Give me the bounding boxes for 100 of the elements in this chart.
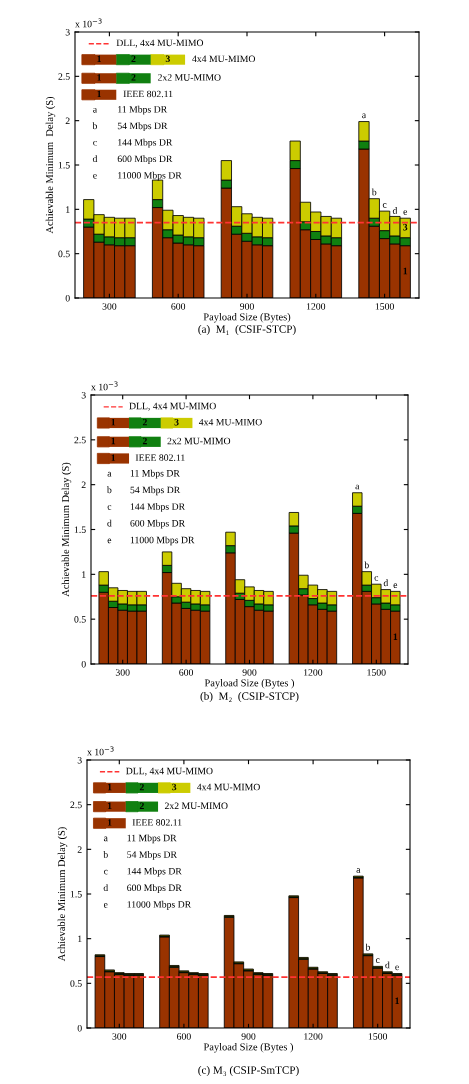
text: 1 (111, 437, 116, 445)
annotation: 54 Mbps DR (117, 122, 168, 132)
annotation: 54 Mbps DR (127, 851, 177, 860)
x-axis-title: Payload Size (Bytes ) (203, 1043, 294, 1053)
annotation: 54 Mbps DR (130, 486, 181, 496)
x-tick-label: 300 (115, 669, 130, 676)
x-axis-title: Payload Size (Bytes) (203, 313, 291, 323)
x-tick-label: 900 (241, 1033, 256, 1040)
annotation: d (383, 579, 389, 587)
legend-label: 2 (131, 74, 136, 81)
annotation: 600 Mbps DR (117, 155, 173, 165)
y-tick-label: 2.5 (58, 73, 70, 80)
y-tick-label: 0 (77, 1024, 82, 1032)
text: 1 (403, 267, 408, 275)
annotation: 2x2 MU-MIMO (157, 74, 221, 81)
annotation: e (395, 965, 399, 971)
y-tick-label: 3 (81, 391, 86, 399)
annotation: 11000 Mbps DR (127, 900, 192, 910)
annotation: 600 Mbps DR (127, 884, 182, 894)
text: (c) M₃ (CSIP-SmTCP) (198, 1065, 299, 1077)
legend-label: 3 (172, 783, 177, 791)
annotation: a (355, 484, 360, 490)
annotation: a (107, 471, 112, 477)
annotation: 600 Mbps DR (130, 519, 186, 529)
x-tick-label: 600 (171, 303, 186, 310)
text: (b) M₂ (CSIP-STCP) (200, 691, 299, 703)
x-tick-label: 300 (112, 1033, 127, 1040)
y-tick-label: 3 (65, 28, 70, 36)
x-tick-label: 1200 (304, 669, 323, 676)
y-tick-label: 1.5 (74, 526, 86, 534)
annotation: IEEE 802.11 (123, 90, 173, 98)
y-tick-label: 2 (77, 846, 82, 853)
y-tick-label: 2 (81, 481, 86, 489)
annotation: d (385, 961, 390, 969)
text: 1 (107, 783, 112, 791)
annotation: c (375, 958, 380, 963)
text: x 10$^{−3}$ (91, 381, 118, 391)
annotation: e (403, 210, 408, 215)
annotation: 144 Mbps DR (118, 138, 173, 148)
annotation: d (103, 884, 109, 892)
annotation: c (382, 203, 387, 208)
annotation: IEEE 802.11 (135, 454, 185, 461)
y-axis-title: Achievable Minimum Delay (S) (45, 96, 56, 234)
legend-label: DLL, 4x4 MU-MIMO (129, 402, 216, 411)
annotation: e (107, 538, 112, 544)
x-tick-label: 300 (102, 303, 117, 310)
y-tick-label: 0.5 (58, 250, 70, 258)
annotation: 144 Mbps DR (127, 867, 182, 877)
y-axis-title: Achievable Minimum Delay (S) (61, 462, 72, 597)
annotation: 144 Mbps DR (130, 503, 186, 512)
annotation: b (92, 122, 98, 130)
annotation: b (103, 851, 108, 858)
annotation: 2x2 MU-MIMO (167, 437, 231, 445)
annotation: c (103, 869, 108, 875)
x-axis-title: Payload Size (Bytes ) (204, 679, 295, 689)
legend-label: 3 (165, 55, 170, 63)
text: 1 (111, 418, 116, 426)
annotation: a (362, 113, 366, 119)
y-tick-label: 3 (77, 756, 82, 764)
annotation: 11 Mbps DR (130, 469, 180, 479)
legend-label: 3 (174, 418, 179, 426)
y-axis-title: Achievable Minimum Delay (S) (57, 827, 68, 962)
y-tick-label: 1.5 (58, 161, 70, 169)
legend-label: 1 (97, 90, 102, 98)
text: 2 (139, 783, 144, 791)
y-tick-label: 1.5 (70, 890, 82, 898)
annotation: e (393, 583, 398, 589)
annotation: c (107, 505, 112, 510)
y-tick-label: 1 (82, 571, 86, 578)
annotation: e (103, 903, 108, 908)
y-tick-label: 0.5 (70, 980, 82, 987)
x-tick-label: 1500 (368, 1033, 388, 1040)
x-tick-label: 1200 (306, 303, 326, 310)
annotation: d (107, 519, 112, 527)
y-tick-label: 0 (65, 294, 70, 302)
y-tick-label: 1 (78, 935, 82, 943)
text: (a) M₁ (CSIF-STCP) (198, 324, 296, 336)
y-tick-label: 0.5 (74, 616, 86, 623)
x-tick-label: 1500 (367, 669, 386, 676)
y-tick-label: 2.5 (74, 436, 86, 444)
annotation: IEEE 802.11 (132, 819, 182, 826)
legend-label: 1 (107, 819, 112, 826)
text: x 10$^{−3}$ (75, 18, 102, 28)
text: 2 (142, 418, 147, 426)
annotation: b (364, 561, 369, 569)
annotation: 2x2 MU-MIMO (164, 802, 228, 810)
annotation: 4x4 MU-MIMO (197, 783, 260, 791)
annotation: a (356, 868, 361, 873)
annotation: 11 Mbps DR (127, 834, 177, 844)
y-tick-label: 2 (65, 117, 70, 125)
annotation: 11000 Mbps DR (130, 536, 195, 546)
text: 1 (97, 74, 102, 81)
annotation: b (371, 188, 377, 196)
x-tick-label: 900 (242, 669, 257, 676)
annotation: a (93, 107, 97, 113)
text: 1 (97, 55, 102, 62)
annotation: 11 Mbps DR (118, 105, 168, 115)
annotation: 4x4 MU-MIMO (192, 55, 256, 63)
x-tick-label: 600 (179, 669, 194, 676)
legend-label: 2 (139, 802, 144, 809)
